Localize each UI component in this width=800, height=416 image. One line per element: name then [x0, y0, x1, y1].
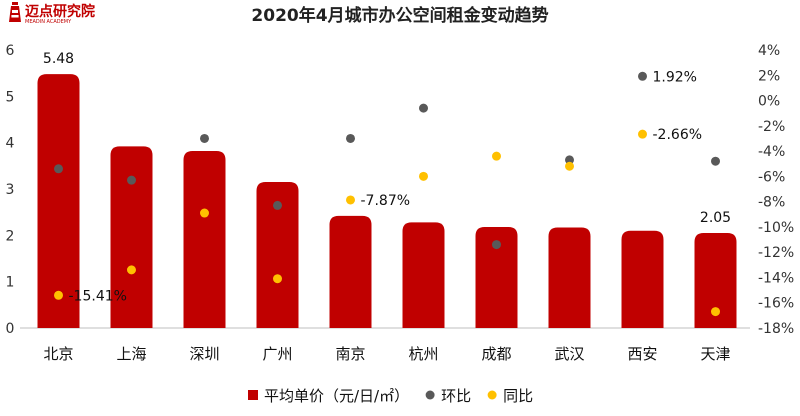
mom-point-武汉	[565, 155, 574, 165]
y-left-tick-label: 5	[6, 89, 15, 105]
y-left-tick-label: 1	[6, 275, 15, 291]
yoy-point-深圳	[200, 208, 209, 218]
yoy-point-天津	[711, 307, 720, 317]
y-right-tick-label: -2%	[758, 119, 785, 135]
y-right-tick-label: -18%	[758, 321, 794, 337]
data-label: 5.48	[43, 51, 74, 67]
y-right-tick-label: 4%	[758, 43, 780, 59]
x-tick-label: 成都	[481, 345, 511, 363]
logo-subtitle: MEADIN ACADEMY	[25, 19, 72, 25]
x-tick-label: 深圳	[189, 345, 219, 363]
data-label: -2.66%	[653, 127, 703, 143]
data-label: 1.92%	[653, 69, 697, 85]
scatter-series	[54, 71, 720, 317]
x-tick-label: 西安	[627, 345, 657, 363]
bar-series	[37, 74, 737, 329]
logo-text: 迈点研究院	[25, 3, 95, 20]
y-right-tick-label: -16%	[758, 296, 794, 312]
data-label: -15.41%	[69, 288, 127, 304]
yoy-point-北京	[54, 290, 63, 300]
x-tick-label: 杭州	[408, 345, 438, 363]
bar-天津	[694, 233, 737, 328]
bar-武汉	[548, 227, 591, 328]
x-axis-categories: 北京 上海 深圳 广州 南京 杭州 成都 武汉 西安 天津	[43, 345, 730, 363]
lighthouse-icon	[9, 2, 21, 22]
y-axis-left: 0 1 2 3 4 5 6	[6, 43, 15, 337]
x-tick-label: 武汉	[554, 345, 584, 363]
bar-深圳	[183, 151, 226, 328]
yoy-point-上海	[127, 265, 136, 275]
y-left-tick-label: 3	[6, 182, 15, 198]
legend: 平均单价（元/日/㎡） 环比 同比	[248, 387, 533, 405]
data-labels: 5.48 2.05 -15.41% -7.87% 1.92% -2.66%	[43, 51, 731, 304]
yoy-point-杭州	[419, 171, 428, 181]
mom-point-成都	[492, 240, 501, 250]
yoy-point-成都	[492, 151, 501, 161]
x-tick-label: 天津	[700, 345, 730, 363]
y-left-tick-label: 0	[6, 321, 15, 337]
y-right-tick-label: -10%	[758, 220, 794, 236]
y-axis-right: 4% 2% 0% -2% -4% -6% -8% -10% -12% -14% -16% -18%	[758, 43, 794, 337]
y-right-tick-label: 0%	[758, 94, 780, 110]
yoy-point-广州	[273, 274, 282, 284]
legend-swatch-point	[425, 390, 435, 400]
bar-杭州	[402, 222, 445, 328]
legend-label: 同比	[503, 387, 533, 405]
chart-title: 2020年4月城市办公空间租金变动趋势	[251, 5, 548, 26]
y-left-tick-label: 2	[6, 228, 15, 244]
x-tick-label: 上海	[116, 345, 146, 363]
y-right-tick-label: -4%	[758, 144, 785, 160]
data-label: -7.87%	[361, 193, 411, 209]
y-right-tick-label: 2%	[758, 68, 780, 84]
y-right-tick-label: -8%	[758, 195, 785, 211]
y-right-tick-label: -14%	[758, 270, 794, 286]
y-left-tick-label: 4	[6, 136, 15, 152]
bar-广州	[256, 182, 299, 328]
bar-上海	[110, 146, 153, 328]
mom-point-北京	[54, 164, 63, 174]
bar-西安	[621, 230, 664, 328]
legend-label: 环比	[441, 387, 471, 405]
x-tick-label: 广州	[262, 345, 292, 363]
mom-point-上海	[127, 175, 136, 185]
legend-label: 平均单价（元/日/㎡）	[264, 387, 409, 405]
legend-swatch-point	[487, 390, 497, 400]
yoy-point-南京	[346, 195, 355, 205]
mom-point-广州	[273, 200, 282, 210]
y-right-tick-label: -6%	[758, 169, 785, 185]
x-tick-label: 北京	[43, 345, 73, 363]
yoy-point-西安	[638, 129, 647, 139]
bar-南京	[329, 215, 372, 328]
x-tick-label: 南京	[335, 345, 365, 363]
y-left-tick-label: 6	[6, 43, 15, 59]
y-right-tick-label: -12%	[758, 245, 794, 261]
yoy-point-武汉	[565, 161, 574, 171]
mom-point-深圳	[200, 133, 209, 143]
mom-point-杭州	[419, 103, 428, 113]
logo: 迈点研究院 MEADIN ACADEMY	[9, 2, 95, 25]
data-label: 2.05	[700, 210, 731, 226]
bar-北京	[37, 74, 80, 329]
mom-point-天津	[711, 156, 720, 166]
mom-point-南京	[346, 133, 355, 143]
mom-point-西安	[638, 71, 647, 81]
bar-成都	[475, 226, 518, 328]
legend-swatch-bar	[248, 390, 258, 400]
